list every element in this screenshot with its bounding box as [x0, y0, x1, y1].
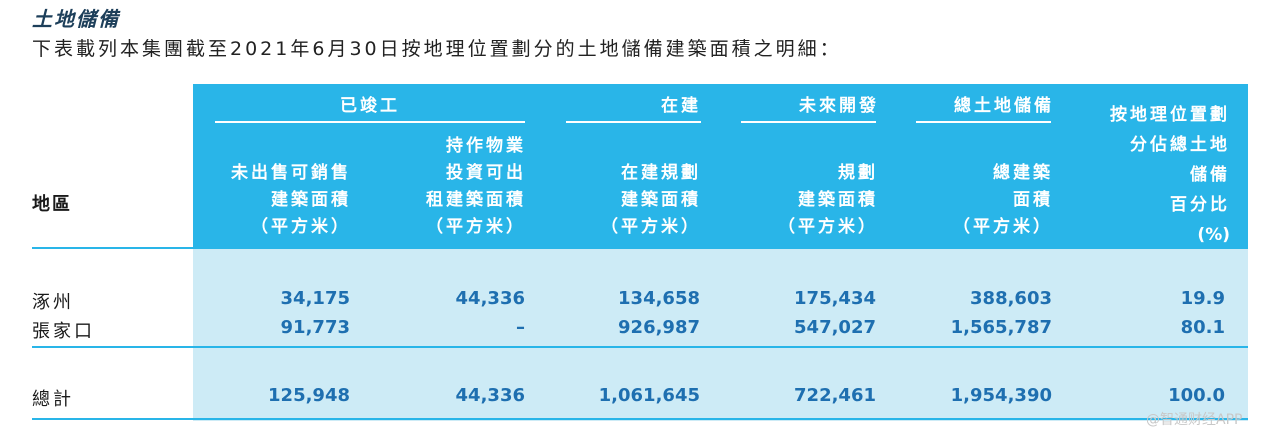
cell-unsold: 34,175 [280, 288, 350, 309]
column-header-region: 地區 [32, 194, 72, 215]
column-header-unsold: 未出售可銷售 建築面積 （平方米） [231, 163, 351, 237]
column-header-held-investment: 持作物業 投資可出 租建築面積 （平方米） [426, 136, 526, 237]
group-header-completed: 已竣工 [340, 96, 400, 116]
cell-unsold: 91,773 [280, 317, 350, 338]
subtotal-rule [32, 346, 1248, 348]
group-underline-under-construction [566, 121, 701, 123]
watermark: @智通财经APP [1146, 412, 1243, 428]
column-header-future: 規劃 建築面積 （平方米） [778, 163, 878, 237]
intro-text: 下表載列本集團截至2021年6月30日按地理位置劃分的土地儲備建築面積之明細： [32, 38, 842, 60]
table-body-band [193, 249, 1248, 421]
group-underline-total [916, 121, 1051, 123]
row-region-zhuozhou: 涿州 [32, 292, 74, 313]
column-header-total: 總建築 面積 （平方米） [953, 163, 1053, 237]
row-region-zhangjiakou: 張家口 [32, 321, 95, 342]
cell-construction: 1,061,645 [598, 385, 700, 406]
cell-unsold: 125,948 [268, 385, 350, 406]
cell-held: – [516, 317, 525, 338]
cell-total: 1,565,787 [950, 317, 1052, 338]
cell-percent: 100.0 [1168, 385, 1225, 406]
table-header-band [193, 84, 1248, 249]
cell-future: 175,434 [794, 288, 876, 309]
cell-future: 547,027 [794, 317, 876, 338]
cell-future: 722,461 [794, 385, 876, 406]
cell-total: 1,954,390 [950, 385, 1052, 406]
cell-held: 44,336 [455, 288, 525, 309]
cell-total: 388,603 [970, 288, 1052, 309]
header-rule [32, 247, 193, 249]
group-underline-future [741, 121, 876, 123]
cell-construction: 134,658 [618, 288, 700, 309]
group-underline-completed [215, 121, 525, 123]
cell-held: 44,336 [455, 385, 525, 406]
row-region-total: 總計 [32, 389, 74, 410]
table-bottom-rule [32, 418, 1248, 420]
cell-percent: 19.9 [1180, 288, 1225, 309]
group-header-total: 總土地儲備 [954, 96, 1054, 116]
column-header-percent: 按地理位置劃 分佔總土地 儲備 百分比 (%) [1110, 105, 1230, 245]
group-header-future: 未來開發 [799, 96, 879, 116]
column-header-under-construction: 在建規劃 建築面積 （平方米） [601, 163, 701, 237]
cell-percent: 80.1 [1180, 317, 1225, 338]
section-title: 土地儲備 [32, 7, 120, 31]
cell-construction: 926,987 [618, 317, 700, 338]
group-header-under-construction: 在建 [661, 96, 701, 116]
